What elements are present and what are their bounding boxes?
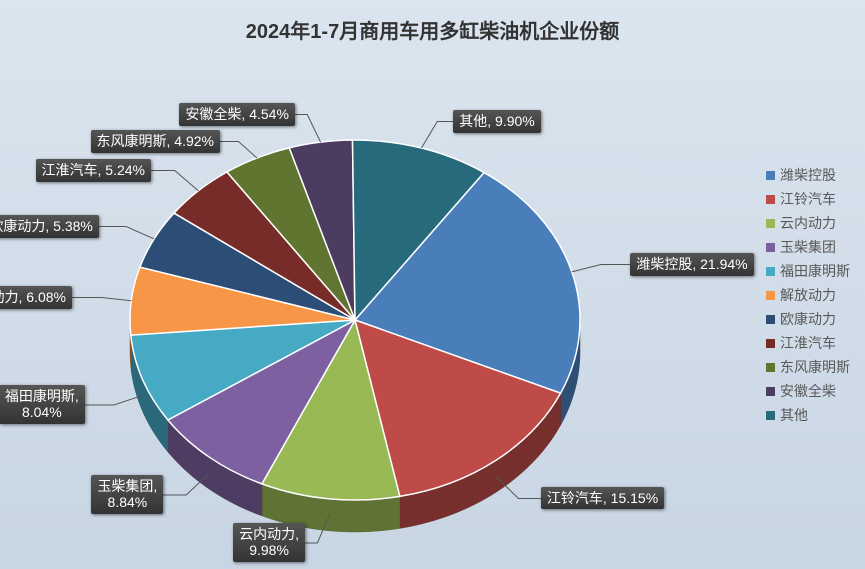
- legend: 潍柴控股江铃汽车云内动力玉柴集团福田康明斯解放动力欧康动力江淮汽车东风康明斯安徽…: [766, 165, 850, 429]
- slice-label: 安徽全柴, 4.54%: [179, 103, 294, 126]
- legend-item: 福田康明斯: [766, 261, 850, 281]
- legend-item: 解放动力: [766, 285, 850, 305]
- legend-swatch: [766, 363, 775, 372]
- legend-swatch: [766, 291, 775, 300]
- leader-line: [572, 265, 630, 272]
- slice-label: 江淮汽车, 5.24%: [36, 159, 151, 182]
- leader-line: [220, 142, 257, 158]
- pie-top: [130, 140, 580, 500]
- slice-label: 其他, 9.90%: [453, 110, 540, 133]
- slice-label: 江铃汽车, 15.15%: [541, 487, 664, 510]
- leader-line: [98, 227, 154, 239]
- legend-swatch: [766, 267, 775, 276]
- legend-swatch: [766, 387, 775, 396]
- legend-label: 其他: [780, 405, 808, 425]
- slice-label: 玉柴集团, 8.84%: [91, 475, 163, 515]
- legend-label: 潍柴控股: [780, 165, 836, 185]
- legend-item: 江淮汽车: [766, 333, 850, 353]
- slice-label: 东风康明斯, 4.92%: [91, 130, 220, 153]
- slice-label: 云内动力, 9.98%: [233, 523, 305, 563]
- legend-label: 解放动力: [780, 285, 836, 305]
- leader-line: [421, 122, 453, 149]
- legend-label: 江铃汽车: [780, 189, 836, 209]
- legend-swatch: [766, 195, 775, 204]
- legend-label: 安徽全柴: [780, 381, 836, 401]
- leader-line: [294, 115, 321, 143]
- legend-label: 江淮汽车: [780, 333, 836, 353]
- legend-swatch: [766, 411, 775, 420]
- legend-item: 潍柴控股: [766, 165, 850, 185]
- legend-label: 玉柴集团: [780, 237, 836, 257]
- leader-line: [72, 298, 131, 301]
- leader-line: [85, 395, 143, 405]
- slice-label: 解放动力, 6.08%: [0, 286, 72, 309]
- legend-swatch: [766, 339, 775, 348]
- legend-item: 玉柴集团: [766, 237, 850, 257]
- slice-label: 欧康动力, 5.38%: [0, 215, 99, 238]
- legend-label: 福田康明斯: [780, 261, 850, 281]
- legend-swatch: [766, 219, 775, 228]
- slice-label: 潍柴控股, 21.94%: [630, 253, 753, 276]
- legend-label: 云内动力: [780, 213, 836, 233]
- legend-swatch: [766, 171, 775, 180]
- legend-item: 其他: [766, 405, 850, 425]
- legend-item: 江铃汽车: [766, 189, 850, 209]
- legend-swatch: [766, 315, 775, 324]
- legend-item: 东风康明斯: [766, 357, 850, 377]
- leader-line: [151, 171, 198, 191]
- legend-item: 安徽全柴: [766, 381, 850, 401]
- slice-label: 福田康明斯, 8.04%: [0, 385, 85, 425]
- legend-item: 欧康动力: [766, 309, 850, 329]
- legend-swatch: [766, 243, 775, 252]
- legend-label: 欧康动力: [780, 309, 836, 329]
- legend-label: 东风康明斯: [780, 357, 850, 377]
- legend-item: 云内动力: [766, 213, 850, 233]
